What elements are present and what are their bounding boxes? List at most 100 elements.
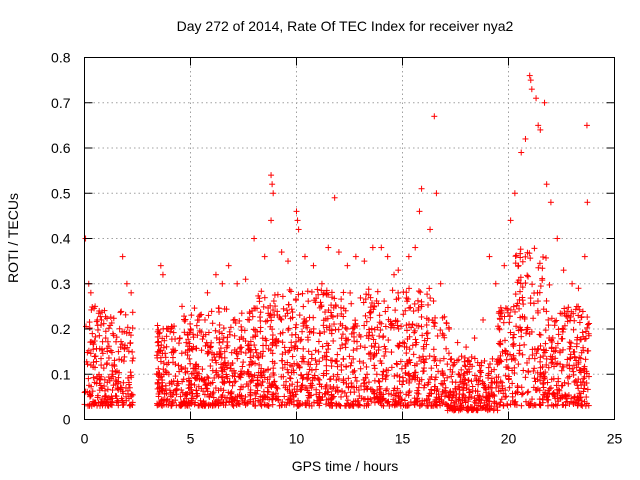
data-point bbox=[374, 288, 381, 295]
data-point bbox=[318, 302, 325, 309]
data-point bbox=[334, 351, 341, 358]
data-point bbox=[417, 289, 424, 296]
data-point bbox=[98, 316, 105, 323]
data-point bbox=[264, 388, 271, 395]
data-point bbox=[424, 396, 431, 403]
data-point bbox=[271, 360, 278, 367]
data-point bbox=[525, 273, 532, 280]
data-point bbox=[565, 304, 572, 311]
data-point bbox=[322, 315, 329, 322]
data-point bbox=[574, 382, 581, 389]
data-point bbox=[526, 330, 533, 337]
data-point bbox=[432, 314, 439, 321]
data-point bbox=[154, 348, 161, 355]
data-point bbox=[404, 358, 411, 365]
data-point bbox=[97, 321, 104, 328]
data-point bbox=[392, 307, 399, 314]
data-point bbox=[158, 402, 165, 409]
data-point bbox=[301, 319, 308, 326]
data-point bbox=[170, 329, 177, 336]
data-point bbox=[512, 260, 519, 267]
data-point bbox=[236, 317, 243, 324]
data-point bbox=[501, 262, 508, 269]
data-point bbox=[173, 385, 180, 392]
data-point bbox=[504, 309, 511, 316]
data-point bbox=[258, 288, 265, 295]
data-point bbox=[497, 341, 504, 348]
data-point bbox=[395, 267, 402, 274]
data-point bbox=[403, 391, 410, 398]
data-point bbox=[571, 353, 578, 360]
data-point bbox=[313, 295, 320, 302]
data-point bbox=[570, 371, 577, 378]
data-point bbox=[82, 323, 89, 330]
data-point bbox=[262, 318, 269, 325]
data-point bbox=[492, 280, 499, 287]
data-point bbox=[573, 357, 580, 364]
data-point bbox=[101, 383, 108, 390]
data-point bbox=[195, 316, 202, 323]
data-point bbox=[520, 367, 527, 374]
data-point bbox=[85, 375, 92, 382]
data-point bbox=[348, 380, 355, 387]
data-point bbox=[326, 326, 333, 333]
data-point bbox=[406, 333, 413, 340]
data-point bbox=[124, 324, 131, 331]
data-point bbox=[254, 354, 261, 361]
data-point bbox=[340, 356, 347, 363]
data-point bbox=[237, 386, 244, 393]
data-point bbox=[223, 371, 230, 378]
data-point bbox=[332, 303, 339, 310]
data-point bbox=[119, 328, 126, 335]
data-point bbox=[216, 321, 223, 328]
data-point bbox=[127, 369, 134, 376]
data-point bbox=[482, 406, 489, 413]
data-point bbox=[483, 397, 490, 404]
x-axis: 0 5 10 15 20 25 bbox=[81, 57, 622, 447]
data-point bbox=[89, 330, 96, 337]
data-point bbox=[112, 377, 119, 384]
data-point bbox=[212, 271, 219, 278]
data-point bbox=[405, 392, 412, 399]
data-point bbox=[186, 377, 193, 384]
data-point bbox=[441, 393, 448, 400]
data-point bbox=[397, 400, 404, 407]
data-point bbox=[328, 399, 335, 406]
data-point bbox=[238, 323, 245, 330]
data-point bbox=[305, 361, 312, 368]
data-point bbox=[507, 306, 514, 313]
data-point bbox=[196, 327, 203, 334]
data-point bbox=[578, 313, 585, 320]
data-point bbox=[558, 367, 565, 374]
data-point bbox=[371, 365, 378, 372]
data-point bbox=[512, 291, 519, 298]
data-point bbox=[153, 352, 160, 359]
data-point bbox=[559, 382, 566, 389]
data-point bbox=[108, 402, 115, 409]
data-point bbox=[547, 199, 554, 206]
data-point bbox=[581, 385, 588, 392]
data-point bbox=[497, 310, 504, 317]
data-point bbox=[304, 397, 311, 404]
data-point bbox=[343, 363, 350, 370]
data-point bbox=[254, 380, 261, 387]
data-point bbox=[511, 399, 518, 406]
data-point bbox=[584, 324, 591, 331]
data-point bbox=[500, 402, 507, 409]
data-point bbox=[531, 365, 538, 372]
data-point bbox=[178, 350, 185, 357]
data-point bbox=[349, 368, 356, 375]
data-point bbox=[88, 306, 95, 313]
data-point bbox=[507, 217, 514, 224]
data-point bbox=[104, 360, 111, 367]
data-point bbox=[468, 393, 475, 400]
data-point bbox=[524, 359, 531, 366]
data-point bbox=[337, 345, 344, 352]
data-point bbox=[101, 387, 108, 394]
data-point bbox=[166, 387, 173, 394]
data-point bbox=[443, 345, 450, 352]
data-point bbox=[427, 295, 434, 302]
data-point bbox=[237, 344, 244, 351]
data-point bbox=[548, 336, 555, 343]
data-point bbox=[245, 383, 252, 390]
